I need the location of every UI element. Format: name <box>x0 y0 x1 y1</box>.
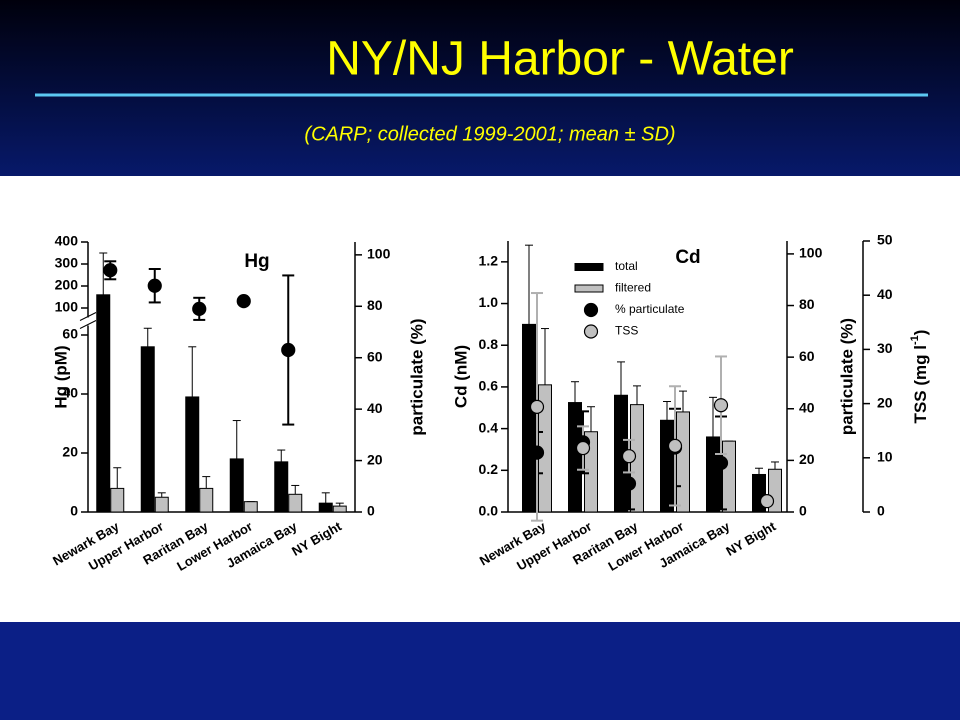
y2-tick-label: 40 <box>367 400 383 416</box>
y2-tick-label: 100 <box>799 245 823 261</box>
y-tick-label: 0.0 <box>479 503 499 519</box>
y3-tick-label: 0 <box>877 503 885 519</box>
y3-tick-label: 50 <box>877 232 893 248</box>
y-tick-label: 60 <box>62 326 78 342</box>
y-tick-label: 0 <box>70 503 78 519</box>
chart-title: Cd <box>675 247 700 268</box>
bar <box>274 461 289 513</box>
point <box>759 494 775 509</box>
y-tick-label: 0.4 <box>479 419 499 435</box>
legend-swatch <box>574 263 604 271</box>
y-tick-label: 100 <box>55 299 79 315</box>
y-tick-label: 20 <box>62 444 78 460</box>
y3-axis-label-part: -1 <box>909 335 921 345</box>
y3-axis-label: TSS (mg l-1) <box>909 330 931 424</box>
chart-title: Hg <box>244 251 269 272</box>
y2-tick-label: 20 <box>799 451 815 467</box>
legend-label: % particulate <box>615 302 685 316</box>
point <box>713 398 729 413</box>
y-tick-label: 0.8 <box>479 336 499 352</box>
y-tick-label: 1.2 <box>479 253 499 269</box>
bar <box>318 502 333 513</box>
bar <box>706 436 720 513</box>
y3-axis-label-part: ) <box>911 330 930 336</box>
legend-label: filtered <box>615 281 651 295</box>
bar <box>568 402 582 513</box>
point <box>575 440 591 456</box>
legend-swatch <box>574 284 604 293</box>
bar <box>229 458 244 513</box>
legend-swatch <box>583 302 599 318</box>
bar <box>676 411 690 513</box>
point <box>621 449 637 464</box>
point <box>621 476 637 491</box>
y2-tick-label: 80 <box>367 297 383 313</box>
point <box>103 263 118 278</box>
y3-tick-label: 20 <box>877 394 893 410</box>
y2-tick-label: 0 <box>799 503 807 519</box>
bar <box>722 440 736 513</box>
point <box>529 445 545 460</box>
point <box>147 278 162 293</box>
bar <box>288 493 303 513</box>
y-tick-label: 300 <box>55 255 79 271</box>
y3-tick-label: 40 <box>877 286 893 302</box>
legend-label: TSS <box>615 324 638 338</box>
slide-title: NY/NJ Harbor - Water <box>326 33 794 86</box>
bar <box>332 505 347 513</box>
axis-break-mark <box>79 312 97 321</box>
y-tick-label: 0.2 <box>479 461 499 477</box>
y-tick-label: 1.0 <box>479 294 499 310</box>
y-tick-label: 400 <box>55 233 79 249</box>
y2-tick-label: 0 <box>367 503 375 519</box>
point <box>192 301 207 316</box>
point <box>529 399 545 414</box>
y3-tick-label: 30 <box>877 340 893 356</box>
bar <box>110 487 125 513</box>
y3-tick-label: 10 <box>877 449 893 465</box>
bar <box>522 323 536 513</box>
point <box>713 455 729 471</box>
y-axis-label: Hg (pM) <box>51 345 70 408</box>
point <box>236 294 251 309</box>
slide-subtitle: (CARP; collected 1999-2001; mean ± SD) <box>304 123 675 145</box>
y-axis-label: Cd (nM) <box>451 345 470 408</box>
axis-break-mark <box>79 320 97 329</box>
y-tick-label: 40 <box>62 385 78 401</box>
y2-tick-label: 40 <box>799 399 815 415</box>
y2-tick-label: 80 <box>799 296 815 312</box>
y-tick-label: 200 <box>55 277 79 293</box>
axis-break-gap <box>80 317 96 326</box>
bar <box>243 501 258 513</box>
y2-axis-label: particulate (%) <box>837 318 856 435</box>
footer-band <box>0 622 960 720</box>
bar <box>660 419 674 513</box>
header-band <box>0 0 960 176</box>
bar <box>140 346 155 513</box>
legend-swatch <box>583 324 599 339</box>
bar <box>154 496 169 513</box>
y2-tick-label: 60 <box>799 348 815 364</box>
y2-tick-label: 60 <box>367 348 383 364</box>
bar <box>199 487 214 513</box>
content-area <box>0 176 960 622</box>
bar <box>185 396 200 513</box>
y2-tick-label: 20 <box>367 451 383 467</box>
y3-axis-label-part: TSS (mg l <box>911 345 930 423</box>
y2-axis-label: particulate (%) <box>407 318 426 435</box>
y2-tick-label: 100 <box>367 246 391 262</box>
point <box>281 342 296 358</box>
legend-label: total <box>615 259 638 273</box>
y-tick-label: 0.6 <box>479 378 499 394</box>
bar <box>96 294 111 513</box>
point <box>667 438 683 453</box>
